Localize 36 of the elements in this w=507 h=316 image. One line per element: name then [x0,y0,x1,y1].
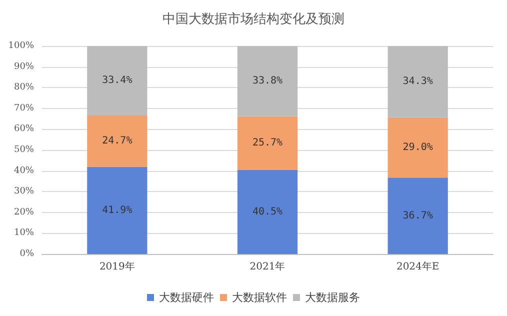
x-tick-label: 2019年 [99,260,135,272]
data-label: 40.5% [252,206,283,218]
chart-title: 中国大数据市场结构变化及预测 [162,12,344,27]
data-label: 29.0% [402,142,433,154]
bar [237,116,298,170]
y-tick-label: 100% [8,41,34,51]
y-tick-label: 30% [14,186,34,197]
y-tick-label: 90% [14,62,34,72]
legend-label: 大数据服务 [305,291,360,304]
y-tick-label: 40% [14,166,34,176]
y-tick-label: 70% [14,103,34,114]
data-label: 33.8% [252,76,283,87]
data-label: 24.7% [102,136,132,147]
legend-label: 大数据软件 [232,291,287,304]
y-tick-label: 10% [14,228,34,238]
data-label: 25.7% [252,138,283,149]
data-label: 34.3% [402,76,433,88]
bar [388,178,448,254]
bar [388,117,448,178]
x-tick-label: 2024年E [396,260,440,272]
data-label: 41.9% [102,204,132,216]
bar [87,166,148,254]
bar [237,46,298,116]
bar [87,46,148,116]
y-tick-label: 50% [14,145,34,155]
data-label: 33.4% [102,75,132,86]
y-tick-label: 80% [14,82,34,93]
bar [237,170,298,254]
bar [87,115,148,167]
bar [388,46,448,118]
y-tick-label: 0% [20,249,34,259]
legend-label: 大数据硬件 [159,291,214,304]
data-label: 36.7% [402,210,433,222]
y-tick-label: 60% [14,124,34,134]
x-tick-label: 2021年 [250,260,286,272]
y-tick-label: 20% [14,207,34,218]
